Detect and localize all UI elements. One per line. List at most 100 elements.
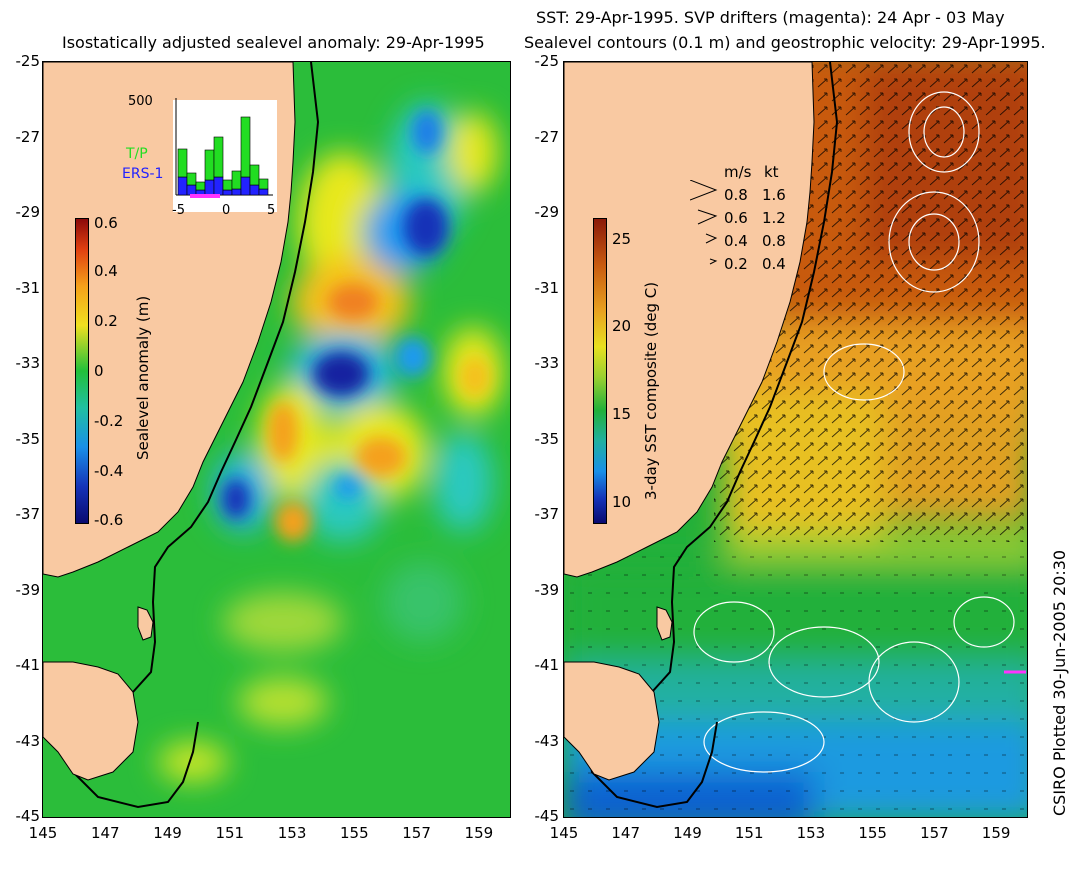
velocity-legend-ms-header: m/s — [724, 163, 752, 181]
sealevel-colorbar — [75, 218, 89, 524]
right-lat-tick: -25 — [534, 52, 560, 70]
left-lon-tick: 155 — [340, 824, 369, 842]
inset-bar-tp — [249, 164, 260, 186]
drifter-count-inset: 500 -5 0 5 — [128, 90, 278, 220]
right-lat-tick: -29 — [534, 203, 560, 221]
sealevel-cb-tick-5: -0.2 — [94, 412, 124, 430]
right-map-title-line2: Sealevel contours (0.1 m) and geostrophi… — [524, 33, 1046, 52]
velocity-legend-row4-ms: 0.2 — [724, 255, 748, 273]
right-lon-tick: 151 — [734, 824, 764, 842]
velocity-legend-row1-kt: 1.6 — [762, 186, 786, 204]
inset-bar-tp — [195, 181, 206, 191]
velocity-legend-arrows — [690, 180, 718, 265]
left-lat-tick: -27 — [15, 127, 41, 146]
right-lat-tick: -31 — [534, 278, 560, 297]
sst-colorbar-label: 3-day SST composite (deg C) — [642, 281, 660, 500]
inset-bar-tp — [240, 116, 251, 178]
inset-xtick-neg5: -5 — [172, 203, 185, 218]
right-lat-tick: -41 — [534, 656, 560, 674]
right-lon-tick: 153 — [796, 824, 826, 842]
sealevel-cb-tick-2: 0.4 — [94, 262, 118, 280]
inset-bar-tp — [231, 170, 242, 190]
left-lon-tick: 159 — [464, 824, 494, 842]
left-lon-tick: 149 — [153, 824, 182, 842]
left-lon-tick: 145 — [28, 824, 58, 842]
left-lat-tick: -33 — [15, 354, 41, 372]
left-lat-tick: -35 — [15, 429, 41, 448]
inset-bar-tp — [186, 172, 197, 186]
shelf-contour — [66, 62, 320, 809]
anomaly-cores — [222, 110, 490, 542]
inset-bar-ers1 — [231, 188, 242, 196]
right-lon-tick: 145 — [549, 824, 579, 842]
sst-cb-tick-25: 25 — [612, 230, 632, 248]
flinders-island — [137, 606, 154, 641]
right-lat-tick: -33 — [534, 354, 560, 372]
drifter-period-marker — [190, 194, 220, 198]
sealevel-cb-tick-4: 0 — [94, 362, 104, 380]
inset-bars — [175, 98, 273, 198]
sst-shelf-contour — [585, 62, 839, 809]
inset-bar-tp — [258, 178, 269, 190]
left-lon-tick: 147 — [90, 824, 120, 842]
left-lon-tick: 157 — [402, 824, 431, 842]
inset-bar-tp — [222, 179, 233, 191]
inset-bar-tp — [213, 136, 224, 178]
left-lat-tick: -43 — [15, 731, 41, 750]
sst-cb-tick-20: 20 — [612, 317, 632, 335]
velocity-legend-row3-ms: 0.4 — [724, 232, 748, 250]
sst-map-canvas — [564, 62, 1027, 817]
velocity-legend-row3-kt: 0.8 — [762, 232, 786, 250]
inset-xtick-0: 0 — [222, 203, 231, 218]
sst-mainland-australia — [564, 62, 815, 578]
right-lon-tick: 159 — [981, 824, 1011, 842]
inset-bar-ers1 — [177, 176, 188, 196]
sst-tasmania — [564, 661, 660, 781]
left-lat-tick: -45 — [15, 807, 41, 825]
sst-map — [563, 61, 1028, 818]
sst-colorbar — [593, 218, 607, 524]
right-lat-tick: -27 — [534, 127, 560, 146]
right-lat-tick: -35 — [534, 429, 560, 448]
inset-bar-tp — [177, 148, 188, 178]
left-lon-tick: 153 — [277, 824, 307, 842]
right-lon-tick: 149 — [673, 824, 702, 842]
sealevel-anomaly-map — [42, 61, 511, 818]
sealevel-cb-tick-3: 0.2 — [94, 312, 118, 330]
right-map-title-line1: SST: 29-Apr-1995. SVP drifters (magenta)… — [536, 8, 1005, 27]
inset-bar-tp — [204, 149, 215, 181]
velocity-legend-row2-ms: 0.6 — [724, 209, 748, 227]
sst-flinders-island — [656, 606, 673, 641]
sealevel-anomaly-map-canvas — [43, 62, 510, 817]
left-lon-tick: 151 — [215, 824, 245, 842]
inset-bar-ers1 — [222, 189, 233, 196]
inset-legend-ers1: ERS-1 — [122, 166, 164, 182]
inset-bar-ers1 — [186, 184, 197, 196]
inset-bar-ers1 — [249, 184, 260, 196]
sealevel-contours — [693, 91, 1015, 773]
velocity-legend-kt-header: kt — [764, 163, 779, 181]
left-lat-tick: -31 — [15, 278, 41, 297]
tasmania — [43, 661, 139, 781]
sst-cb-tick-10: 10 — [612, 493, 632, 511]
left-lat-tick: -29 — [15, 203, 41, 221]
right-lat-tick: -45 — [534, 807, 560, 825]
inset-legend-tp: T/P — [126, 146, 148, 162]
sealevel-colorbar-label: Sealevel anomaly (m) — [134, 295, 152, 460]
right-lon-tick: 155 — [858, 824, 887, 842]
right-lon-tick: 147 — [611, 824, 641, 842]
left-map-title: Isostatically adjusted sealevel anomaly:… — [62, 33, 485, 52]
inset-bar-ers1 — [258, 188, 269, 196]
velocity-legend-row2-kt: 1.2 — [762, 209, 786, 227]
sealevel-cb-tick-6: -0.4 — [94, 462, 124, 480]
right-lon-tick: 157 — [920, 824, 949, 842]
sst-cb-tick-15: 15 — [612, 405, 632, 423]
left-lat-tick: -39 — [15, 580, 41, 599]
right-lat-tick: -37 — [534, 505, 560, 523]
inset-ymax-label: 500 — [128, 94, 153, 109]
right-lat-tick: -43 — [534, 731, 560, 750]
left-lat-tick: -25 — [15, 52, 41, 70]
left-lat-tick: -41 — [15, 656, 41, 674]
velocity-legend-row1-ms: 0.8 — [724, 186, 748, 204]
right-lat-tick: -39 — [534, 580, 560, 599]
